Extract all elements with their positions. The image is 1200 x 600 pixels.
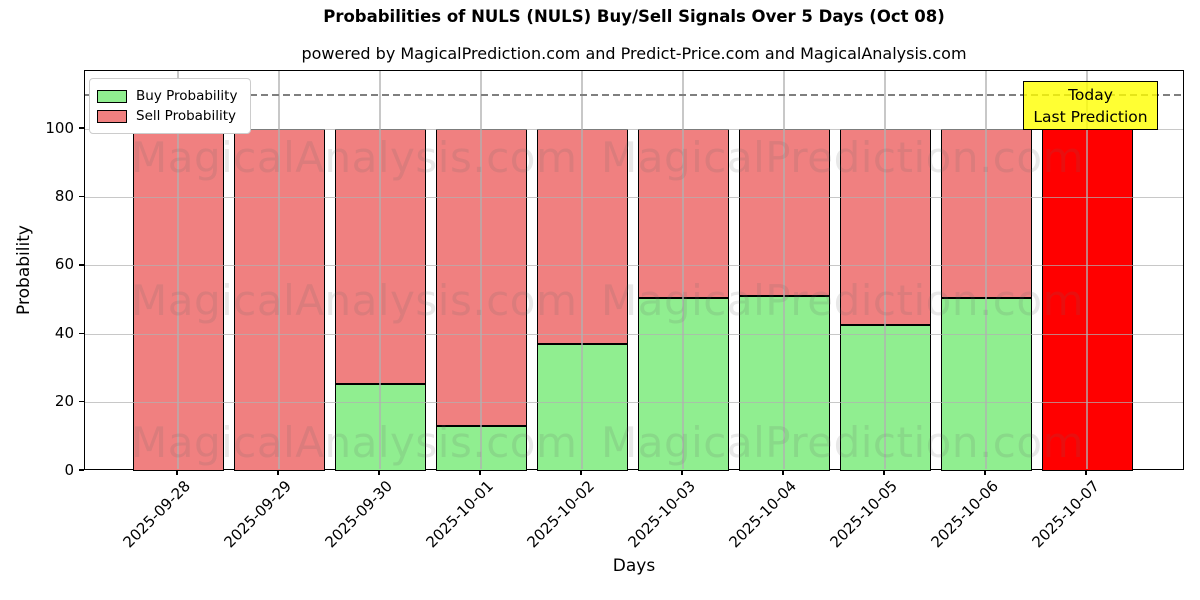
vertical-gridline xyxy=(177,71,179,469)
horizontal-gridline xyxy=(85,265,1183,267)
today-annotation-line1: Today xyxy=(1068,85,1113,104)
plot-area: MagicalAnalysis.com MagicalPrediction.com… xyxy=(84,70,1184,471)
y-tick-label: 100 xyxy=(45,118,74,137)
x-tick-label: 2025-10-02 xyxy=(523,477,598,552)
x-tick-mark xyxy=(681,470,683,475)
horizontal-gridline xyxy=(85,196,1183,199)
y-tick-mark xyxy=(79,469,84,471)
legend-entry: Buy Probability xyxy=(97,86,237,106)
vertical-gridline xyxy=(783,71,785,469)
x-tick-label: 2025-10-06 xyxy=(927,477,1002,552)
vertical-gridline xyxy=(1086,71,1088,469)
vertical-gridline xyxy=(379,71,381,469)
x-tick-label: 2025-09-30 xyxy=(321,477,396,552)
watermark-text: MagicalPrediction.com xyxy=(601,276,1084,325)
vertical-gridline xyxy=(985,71,987,469)
y-tick-mark xyxy=(79,400,84,403)
legend-swatch xyxy=(97,109,127,123)
watermark-text: MagicalPrediction.com xyxy=(601,418,1084,467)
legend-swatch xyxy=(97,89,127,103)
y-tick-label: 0 xyxy=(64,460,74,479)
horizontal-gridline xyxy=(85,128,1183,130)
x-tick-mark xyxy=(378,470,380,475)
y-tick-mark xyxy=(79,332,84,334)
x-tick-mark xyxy=(580,470,582,475)
watermark-text: MagicalAnalysis.com xyxy=(131,276,578,325)
y-tick-mark xyxy=(79,264,84,266)
x-tick-mark xyxy=(479,470,481,475)
legend-label: Sell Probability xyxy=(136,108,237,124)
x-axis-label: Days xyxy=(612,556,656,576)
legend-label: Buy Probability xyxy=(136,88,238,104)
threshold-dashed-line xyxy=(85,94,1183,96)
horizontal-gridline xyxy=(85,333,1183,335)
vertical-gridline xyxy=(682,71,684,469)
legend-entry: Sell Probability xyxy=(97,106,237,126)
x-tick-label: 2025-09-29 xyxy=(220,477,295,552)
x-tick-mark xyxy=(277,470,279,475)
horizontal-gridline xyxy=(85,402,1183,404)
vertical-gridline xyxy=(480,71,482,469)
x-tick-label: 2025-10-04 xyxy=(725,477,800,552)
vertical-gridline xyxy=(278,71,280,469)
watermark-text: MagicalAnalysis.com xyxy=(131,418,578,467)
x-tick-label: 2025-10-01 xyxy=(422,477,497,552)
x-tick-label: 2025-10-05 xyxy=(826,477,901,552)
chart-subtitle: powered by MagicalPrediction.com and Pre… xyxy=(301,44,967,63)
y-tick-mark xyxy=(79,195,84,198)
x-tick-mark xyxy=(176,470,178,475)
legend: Buy Probability Sell Probability xyxy=(89,78,252,134)
x-tick-mark xyxy=(782,470,784,475)
y-tick-label: 20 xyxy=(54,392,74,411)
x-tick-label: 2025-09-28 xyxy=(119,477,194,552)
x-tick-mark xyxy=(984,470,986,475)
watermark-text: MagicalAnalysis.com xyxy=(131,133,578,182)
vertical-gridline xyxy=(884,71,886,469)
today-annotation: Today Last Prediction xyxy=(1023,81,1158,130)
x-tick-label: 2025-10-03 xyxy=(624,477,699,552)
y-tick-label: 60 xyxy=(54,255,74,274)
vertical-gridline xyxy=(581,71,583,469)
x-tick-mark xyxy=(883,470,885,475)
y-tick-label: 80 xyxy=(54,186,74,205)
x-tick-label: 2025-10-07 xyxy=(1028,477,1103,552)
watermark-text: MagicalPrediction.com xyxy=(601,133,1084,182)
x-tick-mark xyxy=(1085,470,1087,475)
y-tick-mark xyxy=(79,127,84,129)
chart-title: Probabilities of NULS (NULS) Buy/Sell Si… xyxy=(323,7,945,26)
y-tick-label: 40 xyxy=(54,323,74,342)
today-annotation-line2: Last Prediction xyxy=(1033,107,1148,126)
